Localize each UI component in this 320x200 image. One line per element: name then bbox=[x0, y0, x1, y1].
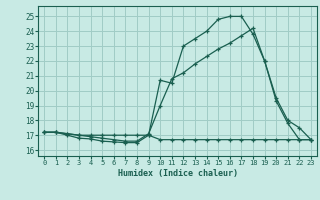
X-axis label: Humidex (Indice chaleur): Humidex (Indice chaleur) bbox=[118, 169, 238, 178]
